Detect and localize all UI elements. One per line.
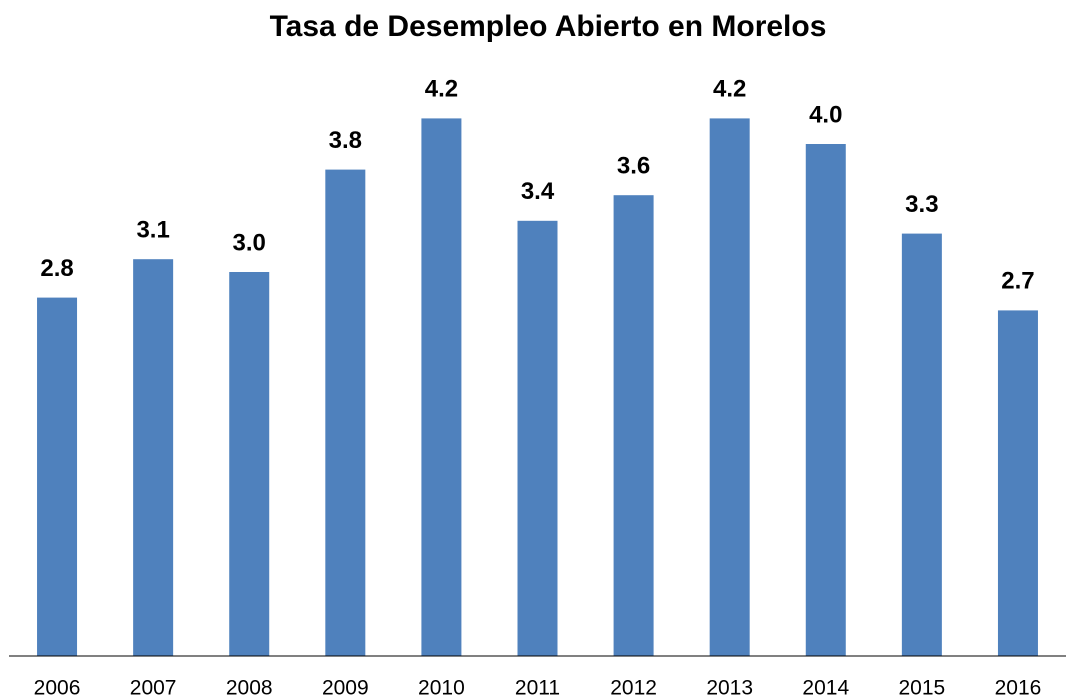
- bar: [709, 118, 750, 656]
- bar: [133, 259, 174, 656]
- x-tick-label: 2010: [418, 677, 465, 699]
- bar: [229, 272, 270, 656]
- bar: [997, 310, 1038, 656]
- chart-title: Tasa de Desempleo Abierto en Morelos: [270, 10, 827, 43]
- data-label: 2.8: [40, 255, 73, 282]
- x-tick-label: 2016: [995, 677, 1042, 699]
- x-tick-label: 2009: [322, 677, 369, 699]
- bar: [901, 233, 942, 656]
- data-label: 3.8: [329, 127, 362, 154]
- x-tick-label: 2006: [34, 677, 81, 699]
- x-tick-label: 2011: [515, 677, 560, 699]
- data-label: 3.1: [136, 217, 169, 244]
- data-label: 3.6: [617, 153, 650, 180]
- x-tick-label: 2007: [130, 677, 177, 699]
- bar: [613, 195, 654, 656]
- x-tick-label: 2008: [226, 677, 273, 699]
- data-label: 4.2: [713, 76, 746, 103]
- data-label: 4.2: [425, 76, 458, 103]
- x-tick-label: 2012: [610, 677, 657, 699]
- data-label: 4.0: [809, 101, 842, 128]
- x-tick-label: 2015: [899, 677, 946, 699]
- data-label: 3.0: [233, 229, 266, 256]
- data-label: 3.4: [521, 178, 555, 205]
- bar: [517, 220, 558, 657]
- bar: [37, 297, 78, 656]
- bar: [421, 118, 462, 656]
- bar: [325, 169, 366, 656]
- bar: [805, 144, 846, 656]
- x-tick-label: 2013: [706, 677, 753, 699]
- x-tick-label: 2014: [802, 677, 849, 699]
- data-label: 3.3: [905, 191, 938, 218]
- data-label: 2.7: [1001, 268, 1034, 295]
